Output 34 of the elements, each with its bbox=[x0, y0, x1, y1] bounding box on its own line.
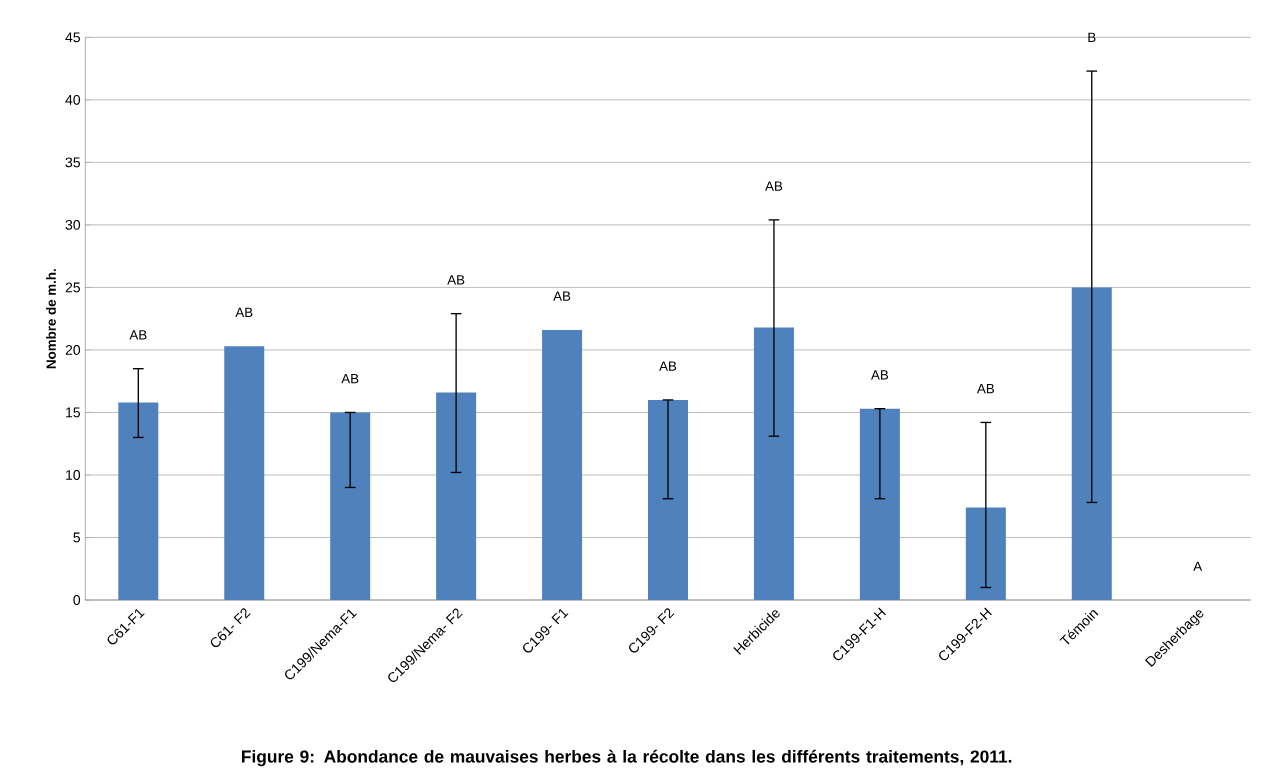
bar bbox=[224, 346, 265, 600]
bar bbox=[1071, 287, 1112, 600]
bar bbox=[965, 507, 1006, 600]
bar bbox=[648, 399, 689, 600]
y-axis-title: Nombre de m.h. bbox=[46, 269, 56, 369]
y-tick-label: 10 bbox=[66, 470, 81, 480]
text: Figure 9: Abondance de mauvaises herbes à la récolte dans les différents traitements, 2011. bbox=[242, 749, 1012, 767]
annotation: B bbox=[1088, 32, 1096, 42]
y-tick-label: 45 bbox=[65, 32, 81, 43]
y-tick-label: 20 bbox=[65, 344, 81, 355]
y-tick-label: 35 bbox=[65, 157, 81, 168]
y-tick-label: 0 bbox=[73, 595, 81, 605]
annotation: AB bbox=[447, 275, 465, 285]
bar bbox=[118, 402, 159, 600]
y-tick-label: 25 bbox=[65, 282, 81, 293]
bar bbox=[542, 329, 583, 600]
annotation: AB bbox=[235, 307, 253, 317]
annotation: AB bbox=[129, 330, 147, 340]
bar bbox=[753, 327, 794, 600]
annotation: AB bbox=[341, 374, 359, 384]
y-tick-label: 30 bbox=[65, 219, 81, 230]
annotation: AB bbox=[976, 384, 995, 394]
bar bbox=[859, 408, 900, 600]
annotation: AB bbox=[659, 361, 677, 371]
annotation: AB bbox=[553, 291, 571, 301]
annotation: A bbox=[1193, 561, 1203, 571]
y-tick-label: 15 bbox=[66, 407, 81, 418]
annotation: AB bbox=[871, 370, 889, 380]
bar bbox=[330, 412, 371, 600]
y-tick-label: 5 bbox=[73, 532, 81, 543]
x-tick-label: C61- F2 bbox=[210, 608, 251, 648]
bar bbox=[436, 392, 477, 600]
annotation: AB bbox=[765, 181, 783, 191]
y-tick-label: 40 bbox=[65, 94, 81, 105]
